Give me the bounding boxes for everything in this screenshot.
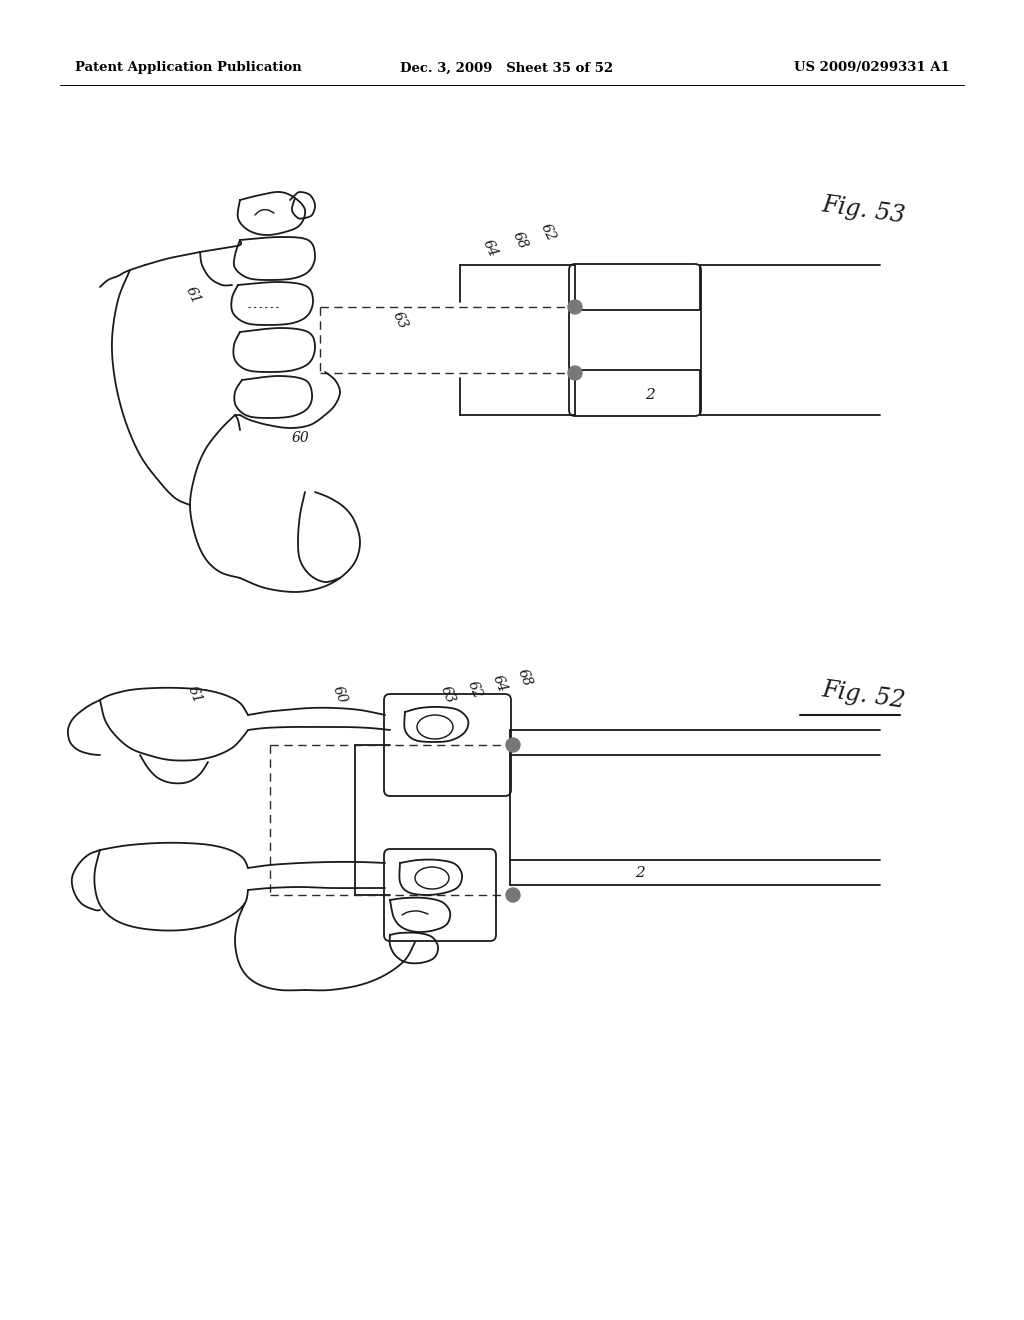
Text: 63: 63 bbox=[390, 309, 410, 331]
Text: Fig. 53: Fig. 53 bbox=[820, 193, 906, 227]
Text: 61: 61 bbox=[183, 284, 203, 306]
Text: 63: 63 bbox=[438, 684, 458, 706]
Text: Fig. 52: Fig. 52 bbox=[820, 677, 906, 713]
Text: 62: 62 bbox=[538, 220, 558, 243]
Text: 60: 60 bbox=[291, 432, 309, 445]
Text: 2: 2 bbox=[645, 388, 655, 403]
Text: 64: 64 bbox=[480, 238, 500, 259]
Text: 68: 68 bbox=[515, 667, 535, 689]
Text: 64: 64 bbox=[490, 673, 510, 694]
Circle shape bbox=[568, 366, 582, 380]
Circle shape bbox=[506, 888, 520, 902]
Text: 61: 61 bbox=[185, 684, 205, 706]
Text: Dec. 3, 2009   Sheet 35 of 52: Dec. 3, 2009 Sheet 35 of 52 bbox=[400, 62, 613, 74]
Text: 2: 2 bbox=[635, 866, 645, 880]
Circle shape bbox=[506, 738, 520, 752]
Circle shape bbox=[568, 300, 582, 314]
Text: 62: 62 bbox=[465, 680, 484, 701]
Text: US 2009/0299331 A1: US 2009/0299331 A1 bbox=[795, 62, 950, 74]
Text: Patent Application Publication: Patent Application Publication bbox=[75, 62, 302, 74]
Text: 60: 60 bbox=[330, 684, 350, 706]
Text: 68: 68 bbox=[510, 228, 530, 251]
